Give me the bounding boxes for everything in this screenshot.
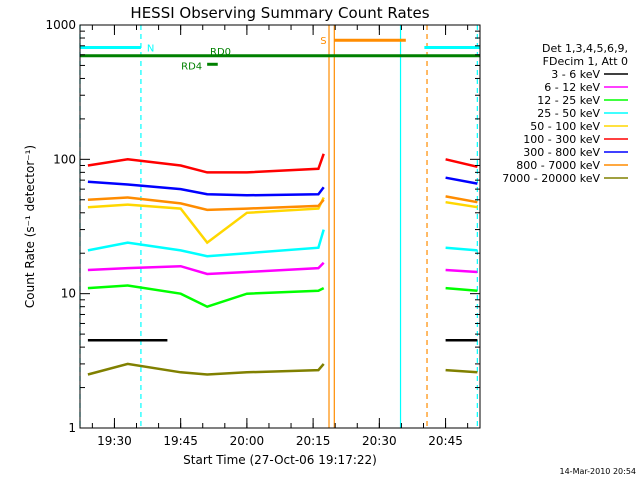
y-tick-label-0: 1 [68,421,76,435]
chart-title: HESSI Observing Summary Count Rates [130,4,429,22]
series-line-2-1 [445,286,478,293]
annotation-label-1: S [320,36,326,47]
annotation-label-4: RD4 [181,61,202,72]
legend-label-6: 300 - 800 keV [523,146,600,159]
x-tick-label-4: 20:30 [362,434,397,448]
x-tick-label-1: 19:45 [163,434,198,448]
series-line-5-0 [87,153,325,174]
series-line-6-1 [445,176,478,185]
y-tick-label-1: 10 [61,287,76,301]
series-line-4-0 [87,196,325,245]
x-tick-label-3: 20:15 [296,434,331,448]
y-tick-label-3: 1000 [45,18,76,32]
series-line-8-1 [445,368,478,374]
series-line-0-0 [88,253,327,340]
series-line-4-1 [445,200,478,209]
legend-label-7: 800 - 7000 keV [516,159,600,172]
y-tick-label-2: 100 [53,152,76,166]
legend-label-5: 100 - 300 keV [523,133,600,146]
legend-label-4: 50 - 100 keV [530,120,600,133]
x-axis-label: Start Time (27-Oct-06 19:17:22) [183,453,377,467]
x-tick-label-5: 20:45 [428,434,463,448]
series-line-1-0 [87,261,325,276]
series-line-1-1 [445,268,478,274]
annotation-label-3: RD0 [210,47,231,58]
legend-label-8: 7000 - 20000 keV [502,172,600,185]
series-line-3-0 [87,229,325,258]
series-line-8-0 [87,362,325,376]
plot-frame [79,24,481,429]
annotation-label-0: N [147,43,154,54]
series-line-2-0 [87,284,325,309]
x-tick-label-2: 20:00 [230,434,265,448]
footer-timestamp: 14-Mar-2010 20:54 [559,467,637,476]
y-axis-label: Count Rate (s⁻¹ detector⁻¹) [23,145,37,308]
legend-label-1: 6 - 12 keV [544,81,600,94]
legend-label-3: 25 - 50 keV [537,107,600,120]
legend-label-0: 3 - 6 keV [551,68,600,81]
series-line-6-0 [87,180,325,197]
legend-label-2: 12 - 25 keV [537,94,600,107]
x-tick-label-0: 19:30 [97,434,132,448]
series-line-5-1 [445,158,478,169]
series-line-7-1 [445,195,478,204]
legend-title-0: Det 1,3,4,5,6,9, [542,42,628,55]
series-line-3-1 [445,246,478,252]
legend-title-1: FDecim 1, Att 0 [543,55,628,68]
series-line-7-0 [87,196,325,212]
